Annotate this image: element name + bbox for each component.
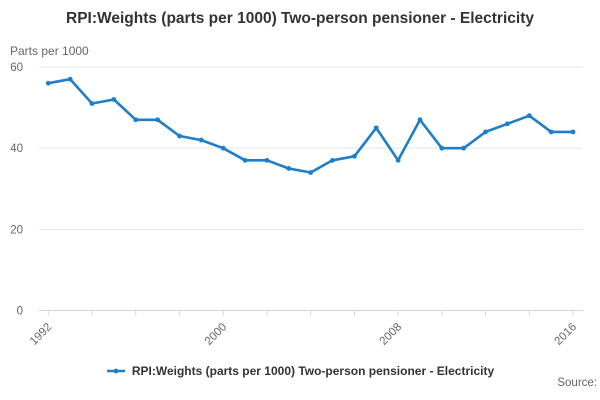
data-point-marker[interactable] [264,157,270,163]
data-point-marker[interactable] [155,117,161,123]
data-point-marker[interactable] [483,129,488,135]
legend-line-marker-icon [106,368,125,374]
data-point-marker[interactable] [461,145,467,151]
x-tick-label: 2000 [203,321,230,348]
data-point-marker[interactable] [111,97,117,102]
x-tick-label: 1992 [28,321,55,348]
data-point-marker[interactable] [526,113,532,119]
data-point-marker[interactable] [198,137,204,143]
y-tick-label: 0 [17,306,23,318]
source-label: Source: [557,377,597,389]
x-tick-label: 2016 [553,321,580,348]
data-point-marker[interactable] [570,129,576,135]
data-point-marker[interactable] [133,117,139,123]
data-point-marker[interactable] [505,121,510,127]
data-point-marker[interactable] [177,133,182,139]
legend-item[interactable]: RPI:Weights (parts per 1000) Two-person … [0,364,600,378]
data-point-marker[interactable] [242,157,248,163]
legend-label: RPI:Weights (parts per 1000) Two-person … [131,364,495,378]
data-point-marker[interactable] [395,157,401,163]
y-tick-label: 60 [10,62,23,74]
data-point-marker[interactable] [373,125,379,131]
data-point-marker[interactable] [330,157,335,163]
y-tick-label: 40 [10,143,23,155]
data-point-marker[interactable] [220,145,226,151]
data-point-marker[interactable] [286,166,292,171]
chart-title: RPI:Weights (parts per 1000) Two-person … [66,10,534,27]
y-tick-label: 20 [10,224,23,236]
data-point-marker[interactable] [89,101,95,106]
data-point-marker[interactable] [308,170,314,175]
data-point-marker[interactable] [351,153,357,159]
data-point-marker[interactable] [548,129,554,135]
data-point-marker[interactable] [45,80,51,86]
data-point-marker[interactable] [67,76,73,82]
data-point-marker[interactable] [439,145,445,151]
series-line [46,77,575,174]
x-tick-label: 2008 [378,321,405,348]
y-axis-title: Parts per 1000 [10,44,89,58]
data-point-marker[interactable] [417,117,423,123]
